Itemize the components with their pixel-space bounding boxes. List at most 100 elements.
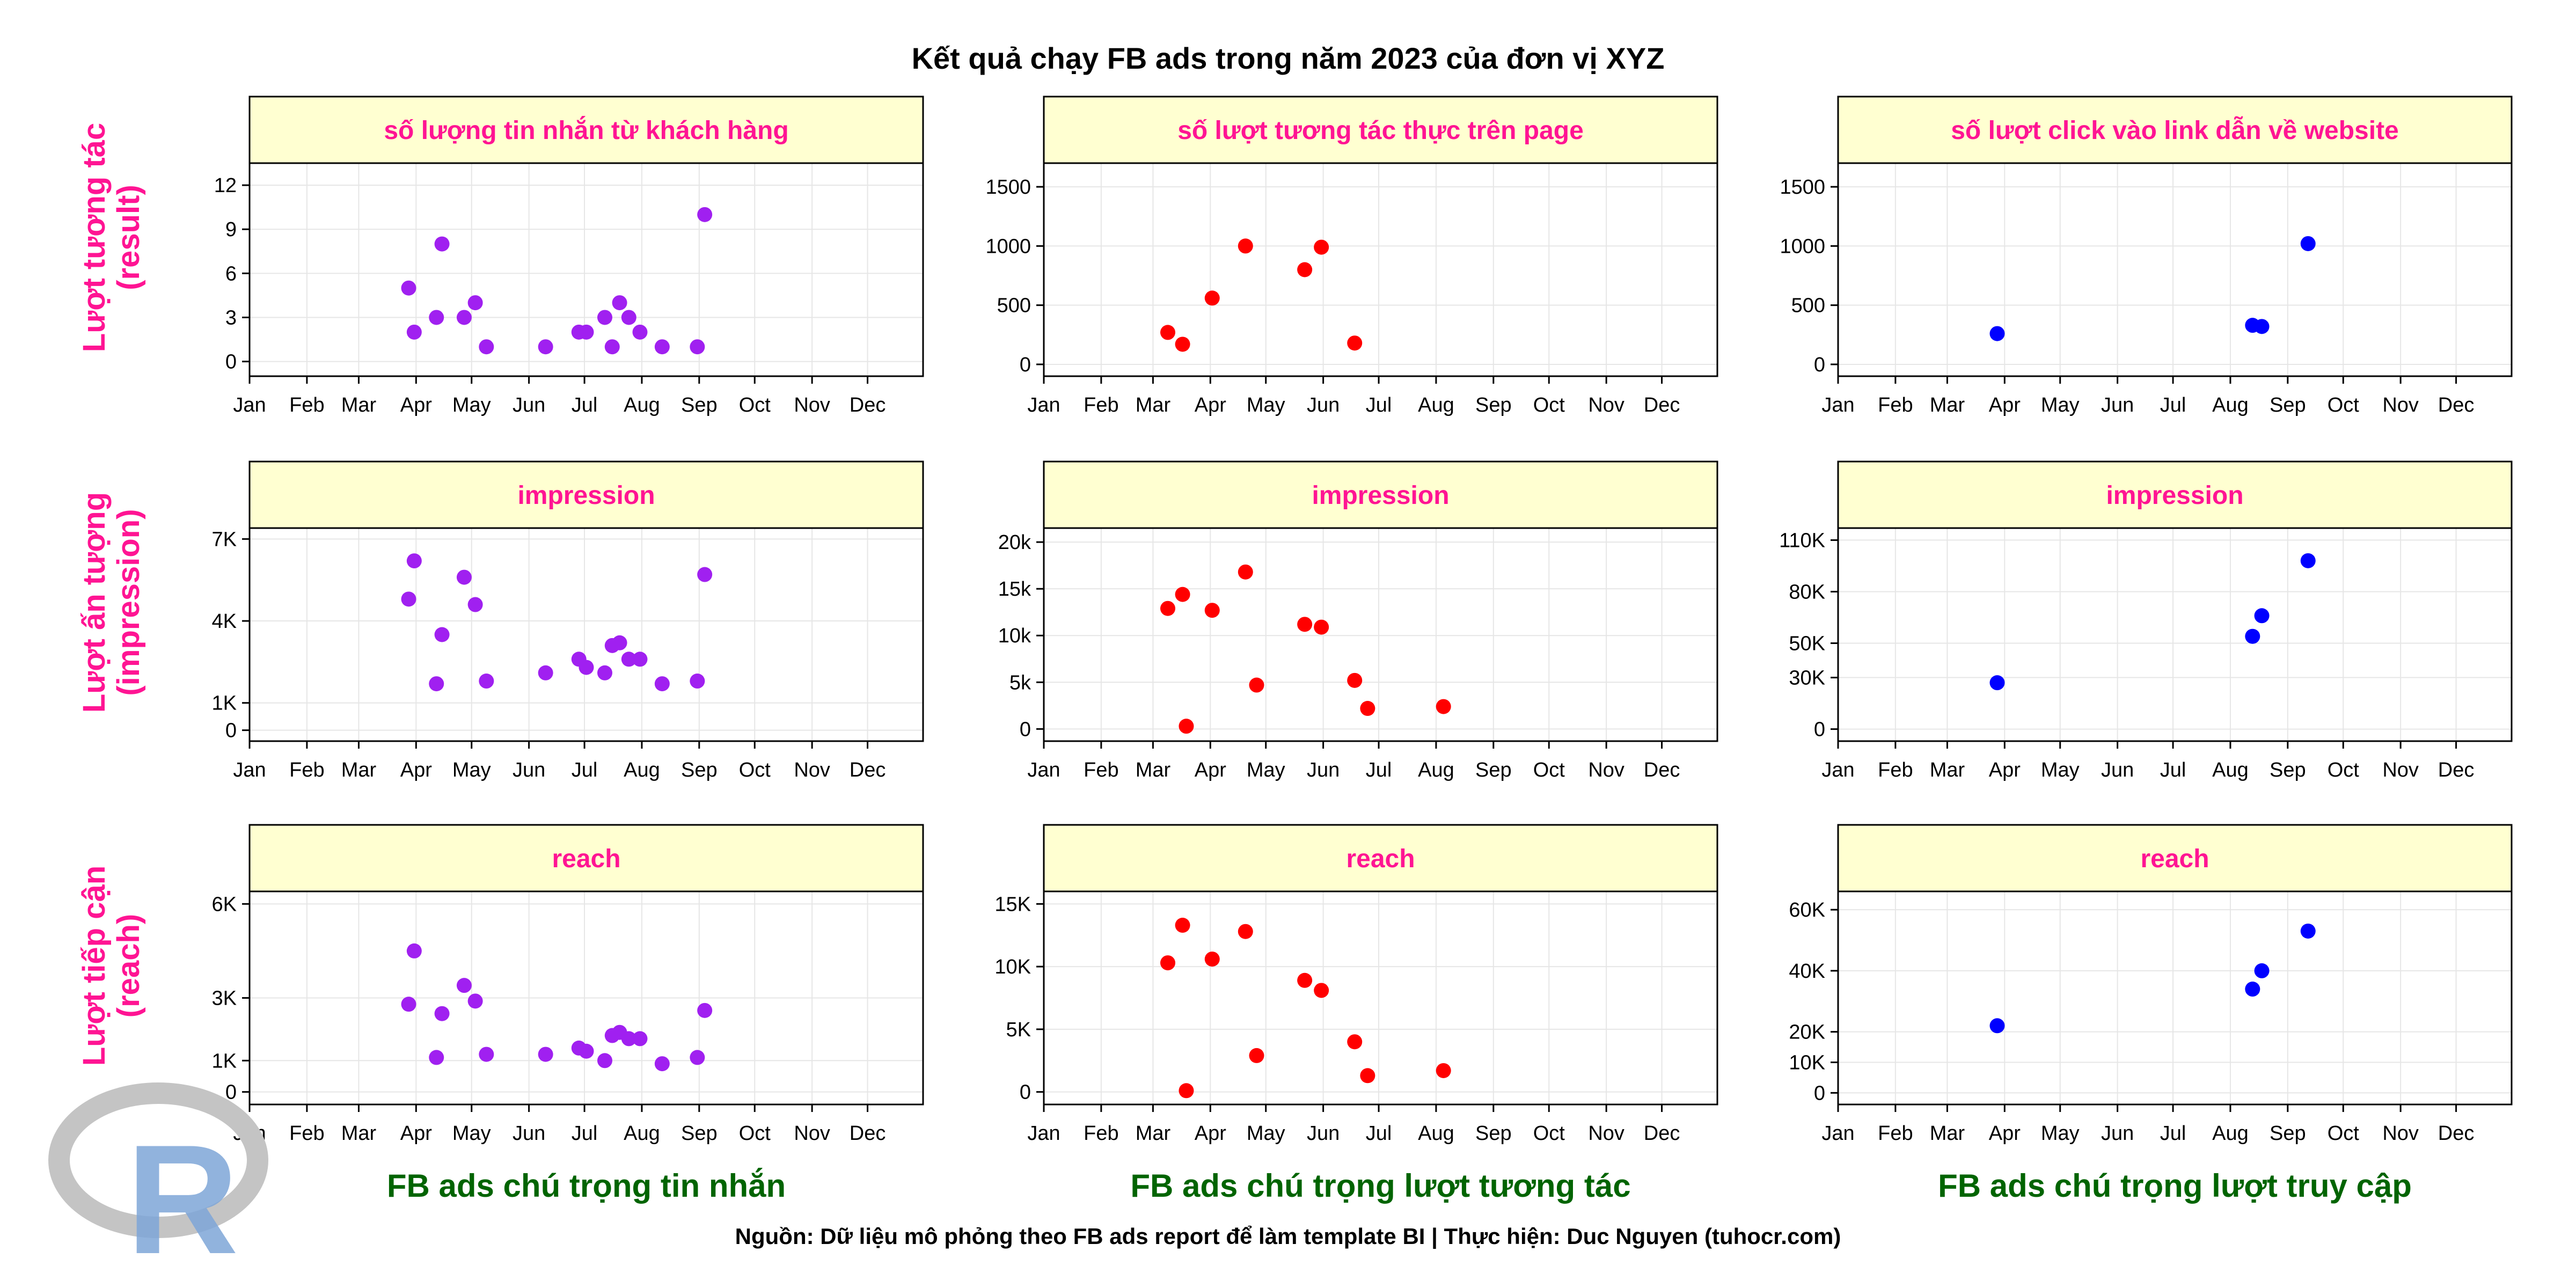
x-tick-label: Dec bbox=[1644, 1122, 1680, 1145]
data-point bbox=[1347, 672, 1363, 688]
x-tick-label: May bbox=[452, 394, 491, 416]
y-tick-label: 5k bbox=[1009, 671, 1031, 694]
data-point bbox=[1297, 617, 1313, 632]
data-point bbox=[479, 674, 494, 689]
x-tick-label: Mar bbox=[341, 759, 377, 781]
x-tick-label: Aug bbox=[2212, 1122, 2249, 1145]
x-tick-label: Jan bbox=[233, 759, 266, 781]
y-tick-label: 4K bbox=[212, 610, 237, 633]
x-tick-label: Oct bbox=[2328, 1122, 2360, 1145]
data-point bbox=[2300, 236, 2316, 251]
x-tick-label: Feb bbox=[1878, 759, 1913, 781]
y-tick-label: 0 bbox=[1814, 1082, 1825, 1104]
plot-frame bbox=[248, 527, 924, 742]
x-tick-label: Jan bbox=[1821, 759, 1854, 781]
data-point bbox=[2254, 319, 2270, 334]
r-logo: R bbox=[48, 1082, 268, 1286]
y-tick-label: 0 bbox=[1020, 718, 1031, 741]
x-tick-label: Nov bbox=[794, 1122, 830, 1145]
x-tick-label: Oct bbox=[2328, 394, 2360, 416]
x-tick-label: Dec bbox=[2438, 394, 2475, 416]
x-tick-label: May bbox=[1247, 759, 1285, 781]
x-tick-label: Mar bbox=[1136, 394, 1171, 416]
y-tick-label: 6 bbox=[225, 262, 237, 285]
x-tick-label: Sep bbox=[2270, 394, 2306, 416]
x-tick-label: Jun bbox=[2101, 394, 2134, 416]
data-point bbox=[612, 295, 627, 311]
x-tick-label: Mar bbox=[1930, 1122, 1965, 1145]
x-tick-label: Jun bbox=[2101, 759, 2134, 781]
r-logo-ring bbox=[48, 1082, 268, 1238]
y-tick-label: 0 bbox=[1020, 354, 1031, 376]
source-caption: Nguồn: Dữ liệu mô phỏng theo FB ads repo… bbox=[735, 1224, 1841, 1249]
x-tick-label: Sep bbox=[1475, 759, 1512, 781]
row-labels: Lượt tương tác (result) Lượt ấn tượng (impr… bbox=[77, 123, 146, 1066]
data-point bbox=[1360, 701, 1375, 716]
y-tick-label: 500 bbox=[997, 295, 1031, 317]
panel-strip bbox=[1043, 96, 1718, 164]
column-label: FB ads chú trọng lượt truy cập bbox=[1938, 1168, 2412, 1204]
x-tick-label: Feb bbox=[289, 1122, 324, 1145]
plot-area bbox=[1838, 891, 2512, 1104]
data-point bbox=[1160, 325, 1176, 340]
column-label: FB ads chú trọng tin nhắn bbox=[387, 1168, 786, 1204]
y-tick-label: 0 bbox=[1814, 354, 1825, 376]
x-tick-label: Oct bbox=[1533, 759, 1565, 781]
x-tick-label: Feb bbox=[1084, 759, 1118, 781]
x-tick-label: Nov bbox=[2382, 1122, 2419, 1145]
plot-frame bbox=[248, 162, 924, 377]
panel-strip bbox=[248, 824, 924, 892]
data-point bbox=[697, 567, 713, 582]
panel-2-3: impression Jan Feb Mar Apr May Jun Jul Aug Sep Oct… bbox=[1779, 460, 2513, 781]
panel-2-2: impression Jan Feb Mar Apr May Jun Jul Aug Sep Oct… bbox=[998, 460, 1718, 781]
data-point bbox=[1347, 1034, 1363, 1050]
data-point bbox=[1989, 326, 2005, 341]
y-tick-label: 0 bbox=[225, 1081, 237, 1104]
row-label: Lượt ấn tượng bbox=[77, 492, 112, 713]
x-tick-label: Jun bbox=[1307, 1122, 1340, 1145]
y-tick-label: 1500 bbox=[985, 176, 1031, 199]
data-point bbox=[456, 569, 472, 585]
data-point bbox=[467, 295, 483, 311]
panel-strip bbox=[1837, 96, 2513, 164]
data-point bbox=[401, 591, 416, 607]
chart-title: Kết quả chạy FB ads trong năm 2023 của đ… bbox=[912, 41, 1665, 75]
data-point bbox=[690, 339, 705, 355]
panel-strip-title: reach bbox=[2140, 845, 2209, 873]
plot-area bbox=[1838, 528, 2512, 741]
data-point bbox=[429, 1050, 444, 1065]
row-label: (impression) bbox=[111, 509, 146, 696]
panel-1-2: số lượt tương tác thực trên page Jan Feb Ma… bbox=[985, 96, 1718, 416]
panel-strip-title: số lượng tin nhắn từ khách hàng bbox=[384, 115, 788, 145]
data-point bbox=[632, 652, 648, 667]
plot-area bbox=[250, 528, 923, 741]
panel-strip bbox=[1043, 824, 1718, 892]
x-tick-label: Jun bbox=[513, 1122, 545, 1145]
data-point bbox=[1204, 290, 1220, 306]
panel-strip-title: impression bbox=[2106, 481, 2243, 510]
y-tick-label: 60K bbox=[1789, 899, 1825, 921]
panel-strip bbox=[1043, 460, 1718, 529]
data-point bbox=[456, 310, 472, 325]
y-tick-label: 3 bbox=[225, 306, 237, 329]
panel-strip-title: impression bbox=[1312, 481, 1449, 510]
y-tick-label: 1K bbox=[212, 1050, 237, 1072]
y-tick-label: 1000 bbox=[985, 235, 1031, 258]
data-point bbox=[690, 674, 705, 689]
data-point bbox=[406, 324, 422, 340]
x-tick-label: Feb bbox=[1084, 1122, 1118, 1145]
panel-strip bbox=[248, 96, 924, 164]
data-point bbox=[1179, 719, 1194, 734]
row-label: Lượt tiếp cận bbox=[77, 866, 112, 1066]
x-tick-label: May bbox=[2041, 759, 2080, 781]
plot-frame bbox=[1043, 890, 1718, 1106]
x-tick-label: Apr bbox=[1989, 394, 2021, 416]
data-point bbox=[1297, 262, 1313, 277]
x-tick-label: Aug bbox=[2212, 759, 2249, 781]
x-tick-label: Jan bbox=[1821, 1122, 1854, 1145]
panel-strip-title: reach bbox=[1346, 845, 1415, 873]
x-tick-label: Jul bbox=[1366, 1122, 1392, 1145]
data-point bbox=[1160, 601, 1176, 616]
x-tick-label: Sep bbox=[681, 394, 718, 416]
